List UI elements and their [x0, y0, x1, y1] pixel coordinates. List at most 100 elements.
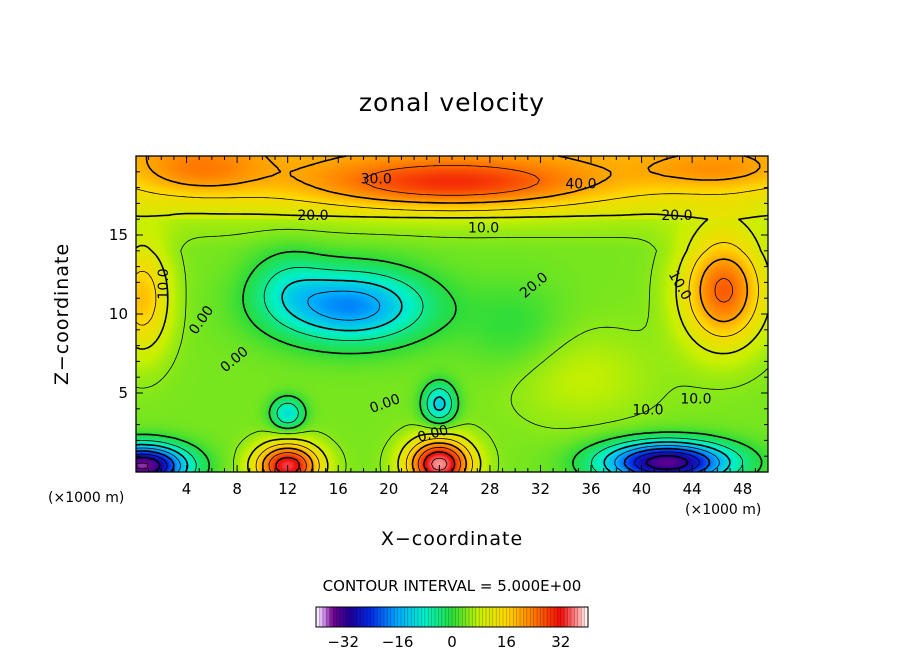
- colorbar-segment: [503, 607, 507, 627]
- colorbar-segment: [567, 607, 572, 627]
- colorbar-segment: [475, 607, 480, 627]
- colorbar-segment: [404, 607, 409, 627]
- colorbar-segment: [482, 607, 487, 627]
- colorbar-segment: [523, 607, 528, 627]
- contour-label: 20.0: [661, 208, 692, 224]
- x-tick-label: 40: [632, 480, 651, 498]
- colorbar-segment: [418, 607, 422, 627]
- colorbar-segment: [319, 607, 324, 627]
- colorbar-segment: [435, 607, 439, 627]
- colorbar-tick-label: 32: [551, 633, 570, 651]
- colorbar-segment: [322, 607, 327, 627]
- colorbar-segment: [526, 607, 531, 627]
- colorbar-segment: [339, 607, 344, 627]
- x-axis-unit-left: (×1000 m): [48, 490, 125, 506]
- x-axis-label: X−coordinate: [380, 528, 524, 550]
- colorbar-segment: [462, 607, 466, 627]
- colorbar-segment: [346, 607, 351, 627]
- colorbar-segment: [367, 607, 371, 627]
- colorbar-tick-label: 16: [497, 633, 516, 651]
- colorbar-segment: [537, 607, 541, 627]
- y-tick-label: 10: [109, 305, 128, 323]
- colorbar-segment: [581, 607, 585, 627]
- colorbar-segment: [543, 607, 548, 627]
- x-tick-label: 28: [480, 480, 499, 498]
- contour-line: [268, 165, 734, 473]
- x-tick-label: 8: [232, 480, 242, 498]
- contour-label: 0.00: [416, 422, 450, 446]
- colorbar-segment: [326, 607, 330, 627]
- contour-line: [431, 457, 448, 471]
- x-tick-label: 32: [531, 480, 550, 498]
- colorbar-frame: [315, 606, 589, 628]
- colorbar-segment: [397, 607, 402, 627]
- colorbar-segment: [472, 607, 477, 627]
- colorbar-segment: [380, 607, 385, 627]
- colorbar-segment: [571, 607, 575, 627]
- contour-line: [135, 290, 720, 473]
- colorbar-segment: [356, 607, 361, 627]
- contour-line: [135, 187, 769, 473]
- colorbar-segment: [458, 607, 463, 627]
- colorbar-segment: [390, 607, 395, 627]
- colorbar-tick-label: −32: [327, 633, 359, 651]
- colorbar-tick-label: 0: [447, 633, 457, 651]
- contour-label: 40.0: [565, 176, 596, 192]
- contour-label: 10.0: [632, 402, 663, 418]
- colorbar-segment: [373, 607, 378, 627]
- colorbar-segment: [506, 607, 511, 627]
- colorbar-segment: [513, 607, 517, 627]
- colorbar-segment: [540, 607, 545, 627]
- contour-label: 30.0: [361, 172, 392, 188]
- colorbar-segment: [363, 607, 368, 627]
- colorbar-segment: [411, 607, 415, 627]
- x-tick-label: 4: [182, 480, 192, 498]
- colorbar-segment: [343, 607, 347, 627]
- contour-line: [135, 228, 769, 473]
- colorbar-segment: [489, 607, 494, 627]
- x-tick-label: 48: [733, 480, 752, 498]
- colorbar-segment: [384, 607, 388, 627]
- colorbar-segment: [336, 607, 341, 627]
- contour-line: [275, 451, 456, 473]
- colorbar-segment: [516, 607, 521, 627]
- contour-interval-label: CONTOUR INTERVAL = 5.000E+00: [322, 577, 582, 595]
- contour-label: 10.0: [156, 268, 172, 299]
- x-tick-label: 16: [329, 480, 348, 498]
- colorbar-segment: [469, 607, 473, 627]
- colorbar-segment: [441, 607, 446, 627]
- x-tick-label: 20: [379, 480, 398, 498]
- colorbar-segment: [564, 607, 568, 627]
- contour-label: 20.0: [297, 208, 328, 224]
- colorbar-segment: [533, 607, 538, 627]
- colorbar-segment: [584, 607, 589, 627]
- colorbar-segment: [509, 607, 514, 627]
- colorbar-segment: [492, 607, 497, 627]
- colorbar-segment: [499, 607, 504, 627]
- colorbar-segment: [353, 607, 358, 627]
- colorbar-segment: [438, 607, 443, 627]
- contour-line: [135, 462, 149, 469]
- colorbar-segment: [394, 607, 398, 627]
- colorbar-segment: [329, 607, 334, 627]
- x-tick-label: 44: [683, 480, 702, 498]
- colorbar-segment: [547, 607, 551, 627]
- colorbar-segment: [577, 607, 582, 627]
- colorbar-segment: [421, 607, 426, 627]
- colorbar-segment: [428, 607, 432, 627]
- x-tick-label: 36: [581, 480, 600, 498]
- colorbar-segment: [560, 607, 565, 627]
- colorbar-segment: [557, 607, 562, 627]
- colorbar-segment: [530, 607, 534, 627]
- colorbar-segment: [448, 607, 453, 627]
- colorbar-segment: [360, 607, 364, 627]
- contour-label: 10.0: [680, 391, 711, 407]
- colorbar-segment: [452, 607, 456, 627]
- x-tick-label: 12: [278, 480, 297, 498]
- colorbar-segment: [370, 607, 375, 627]
- colorbar-segment: [520, 607, 524, 627]
- colorbar-segment: [316, 607, 320, 627]
- contour-line: [135, 250, 763, 473]
- contour-label: 10.0: [468, 221, 499, 237]
